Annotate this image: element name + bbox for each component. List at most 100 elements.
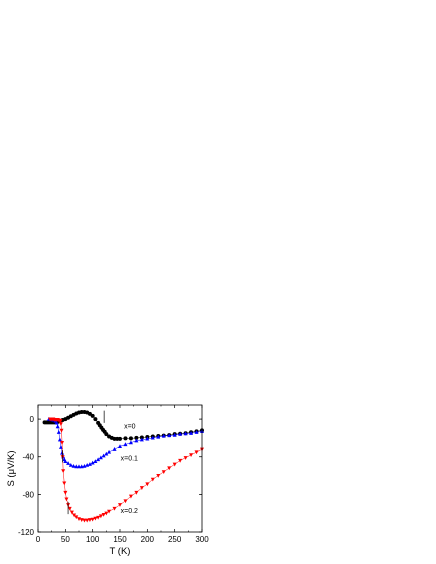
data-point	[178, 458, 183, 463]
data-point	[107, 449, 112, 454]
data-point	[178, 431, 183, 436]
data-point	[57, 437, 62, 442]
data-point	[189, 453, 194, 458]
data-point	[64, 497, 69, 502]
data-point	[189, 431, 194, 435]
data-point	[107, 509, 112, 514]
data-point	[123, 436, 128, 441]
data-point	[68, 463, 73, 467]
data-point	[71, 463, 76, 468]
data-point	[90, 413, 95, 418]
data-point	[172, 462, 177, 467]
series-x=0.2	[48, 417, 204, 523]
data-point	[62, 481, 67, 486]
data-point	[54, 420, 59, 425]
data-point	[150, 477, 155, 482]
data-point	[60, 450, 65, 455]
data-point	[118, 503, 122, 507]
data-point	[112, 447, 117, 451]
x-tick-label: 100	[86, 535, 100, 544]
plot-area	[42, 410, 204, 523]
data-point	[63, 459, 68, 464]
data-point	[167, 466, 172, 471]
data-point	[172, 432, 177, 437]
data-point	[104, 511, 109, 516]
data-point	[156, 473, 161, 478]
data-point	[123, 442, 128, 447]
data-point	[139, 435, 144, 440]
data-point	[77, 464, 81, 469]
data-point	[101, 512, 106, 517]
data-point	[134, 490, 139, 495]
data-point	[150, 435, 155, 440]
data-point	[98, 455, 103, 460]
data-point	[90, 460, 95, 465]
x-tick-label: 150	[113, 535, 127, 544]
data-point	[82, 518, 87, 523]
x-tick-label: 200	[141, 535, 155, 544]
data-point	[101, 453, 106, 458]
data-point	[104, 432, 109, 437]
data-point	[90, 517, 95, 522]
data-point	[72, 513, 77, 518]
data-point	[161, 470, 166, 474]
data-point	[98, 514, 103, 519]
data-point	[128, 494, 133, 499]
y-tick-label: -40	[22, 453, 34, 462]
data-point	[93, 417, 98, 422]
data-point	[115, 436, 120, 441]
data-point	[118, 444, 122, 448]
data-point	[87, 518, 92, 522]
series-annotation: x=0.2	[121, 508, 138, 515]
data-point	[58, 419, 63, 424]
data-point	[112, 506, 117, 511]
data-point	[118, 436, 122, 441]
x-tick-label: 50	[61, 535, 70, 544]
data-point	[67, 506, 72, 511]
data-point	[60, 441, 65, 445]
data-point	[56, 430, 61, 434]
x-axis-title: T (K)	[110, 546, 131, 557]
x-tick-label: 250	[168, 535, 182, 544]
data-point	[96, 457, 101, 462]
data-point	[145, 482, 150, 487]
data-point	[74, 515, 79, 520]
data-point	[139, 437, 144, 442]
data-point	[139, 486, 144, 490]
data-point	[128, 440, 133, 445]
x-tick-label: 300	[195, 535, 209, 544]
data-point	[58, 422, 63, 427]
data-point	[63, 490, 68, 495]
axes: 0 50 100 150 200 250 300 0 -40 -80 -120	[18, 404, 209, 544]
data-point	[85, 518, 90, 523]
data-point	[58, 445, 63, 449]
data-point	[194, 430, 199, 434]
data-point	[59, 428, 64, 433]
data-point	[145, 436, 150, 441]
data-point	[183, 456, 188, 460]
x-tick-label: 0	[36, 535, 41, 544]
data-point	[61, 469, 66, 474]
data-point	[128, 436, 133, 441]
data-point	[183, 431, 188, 436]
series-x=0.1	[46, 416, 204, 469]
data-point	[134, 438, 139, 443]
data-point	[112, 436, 117, 441]
y-tick-label: 0	[30, 415, 35, 424]
y-axis-title: S (μV/K)	[6, 450, 17, 486]
data-point	[79, 410, 84, 415]
data-point	[156, 434, 161, 439]
data-point	[194, 450, 199, 455]
data-point	[161, 433, 166, 438]
y-tick-label: -80	[22, 490, 34, 499]
annotations: x=0 x=0.1 x=0.2	[62, 410, 138, 515]
data-point	[123, 499, 128, 504]
data-point	[87, 462, 92, 466]
data-point	[74, 464, 79, 469]
data-point	[93, 459, 98, 464]
data-point	[66, 461, 71, 465]
series-annotation: x=0	[124, 424, 136, 431]
data-point	[104, 451, 109, 456]
data-point	[55, 424, 60, 429]
